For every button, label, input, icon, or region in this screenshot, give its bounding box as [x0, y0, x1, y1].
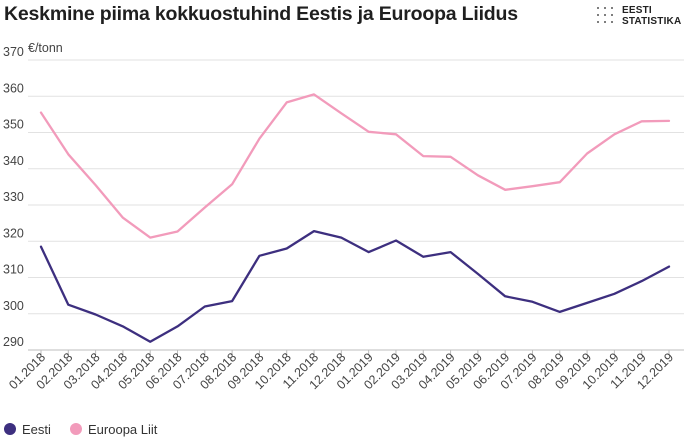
y-tick-label: 330	[3, 190, 24, 204]
y-tick-label: 350	[3, 118, 24, 132]
logo-line-2: STATISTIKA	[622, 16, 682, 27]
legend-swatch	[70, 423, 82, 435]
y-tick-label: 320	[3, 226, 24, 240]
chart-legend: Eesti Euroopa Liit	[0, 420, 685, 438]
chart-title: Keskmine piima kokkuostuhind Eestis ja E…	[4, 3, 518, 25]
y-tick-label: 290	[3, 335, 24, 349]
series-line-eesti	[39, 229, 671, 343]
legend-label: Euroopa Liit	[88, 421, 158, 437]
y-tick-label: 300	[3, 299, 24, 313]
series-line-euroopa-liit	[39, 93, 671, 239]
logo-text: EESTI STATISTIKA	[622, 5, 681, 27]
eesti-statistika-logo: EESTI STATISTIKA	[596, 5, 684, 27]
logo-line-1: EESTI	[622, 5, 652, 16]
y-axis-label: €/tonn	[28, 41, 63, 55]
y-tick-label: 370	[3, 45, 24, 59]
legend-item-eesti[interactable]: Eesti	[4, 420, 51, 438]
legend-item-euroopa-liit[interactable]: Euroopa Liit	[70, 420, 157, 438]
legend-swatch	[4, 423, 16, 435]
legend-label: Eesti	[22, 421, 51, 437]
y-tick-label: 360	[3, 81, 24, 95]
y-tick-label: 340	[3, 154, 24, 168]
logo-dots-icon	[597, 7, 613, 23]
y-tick-label: 310	[3, 263, 24, 277]
